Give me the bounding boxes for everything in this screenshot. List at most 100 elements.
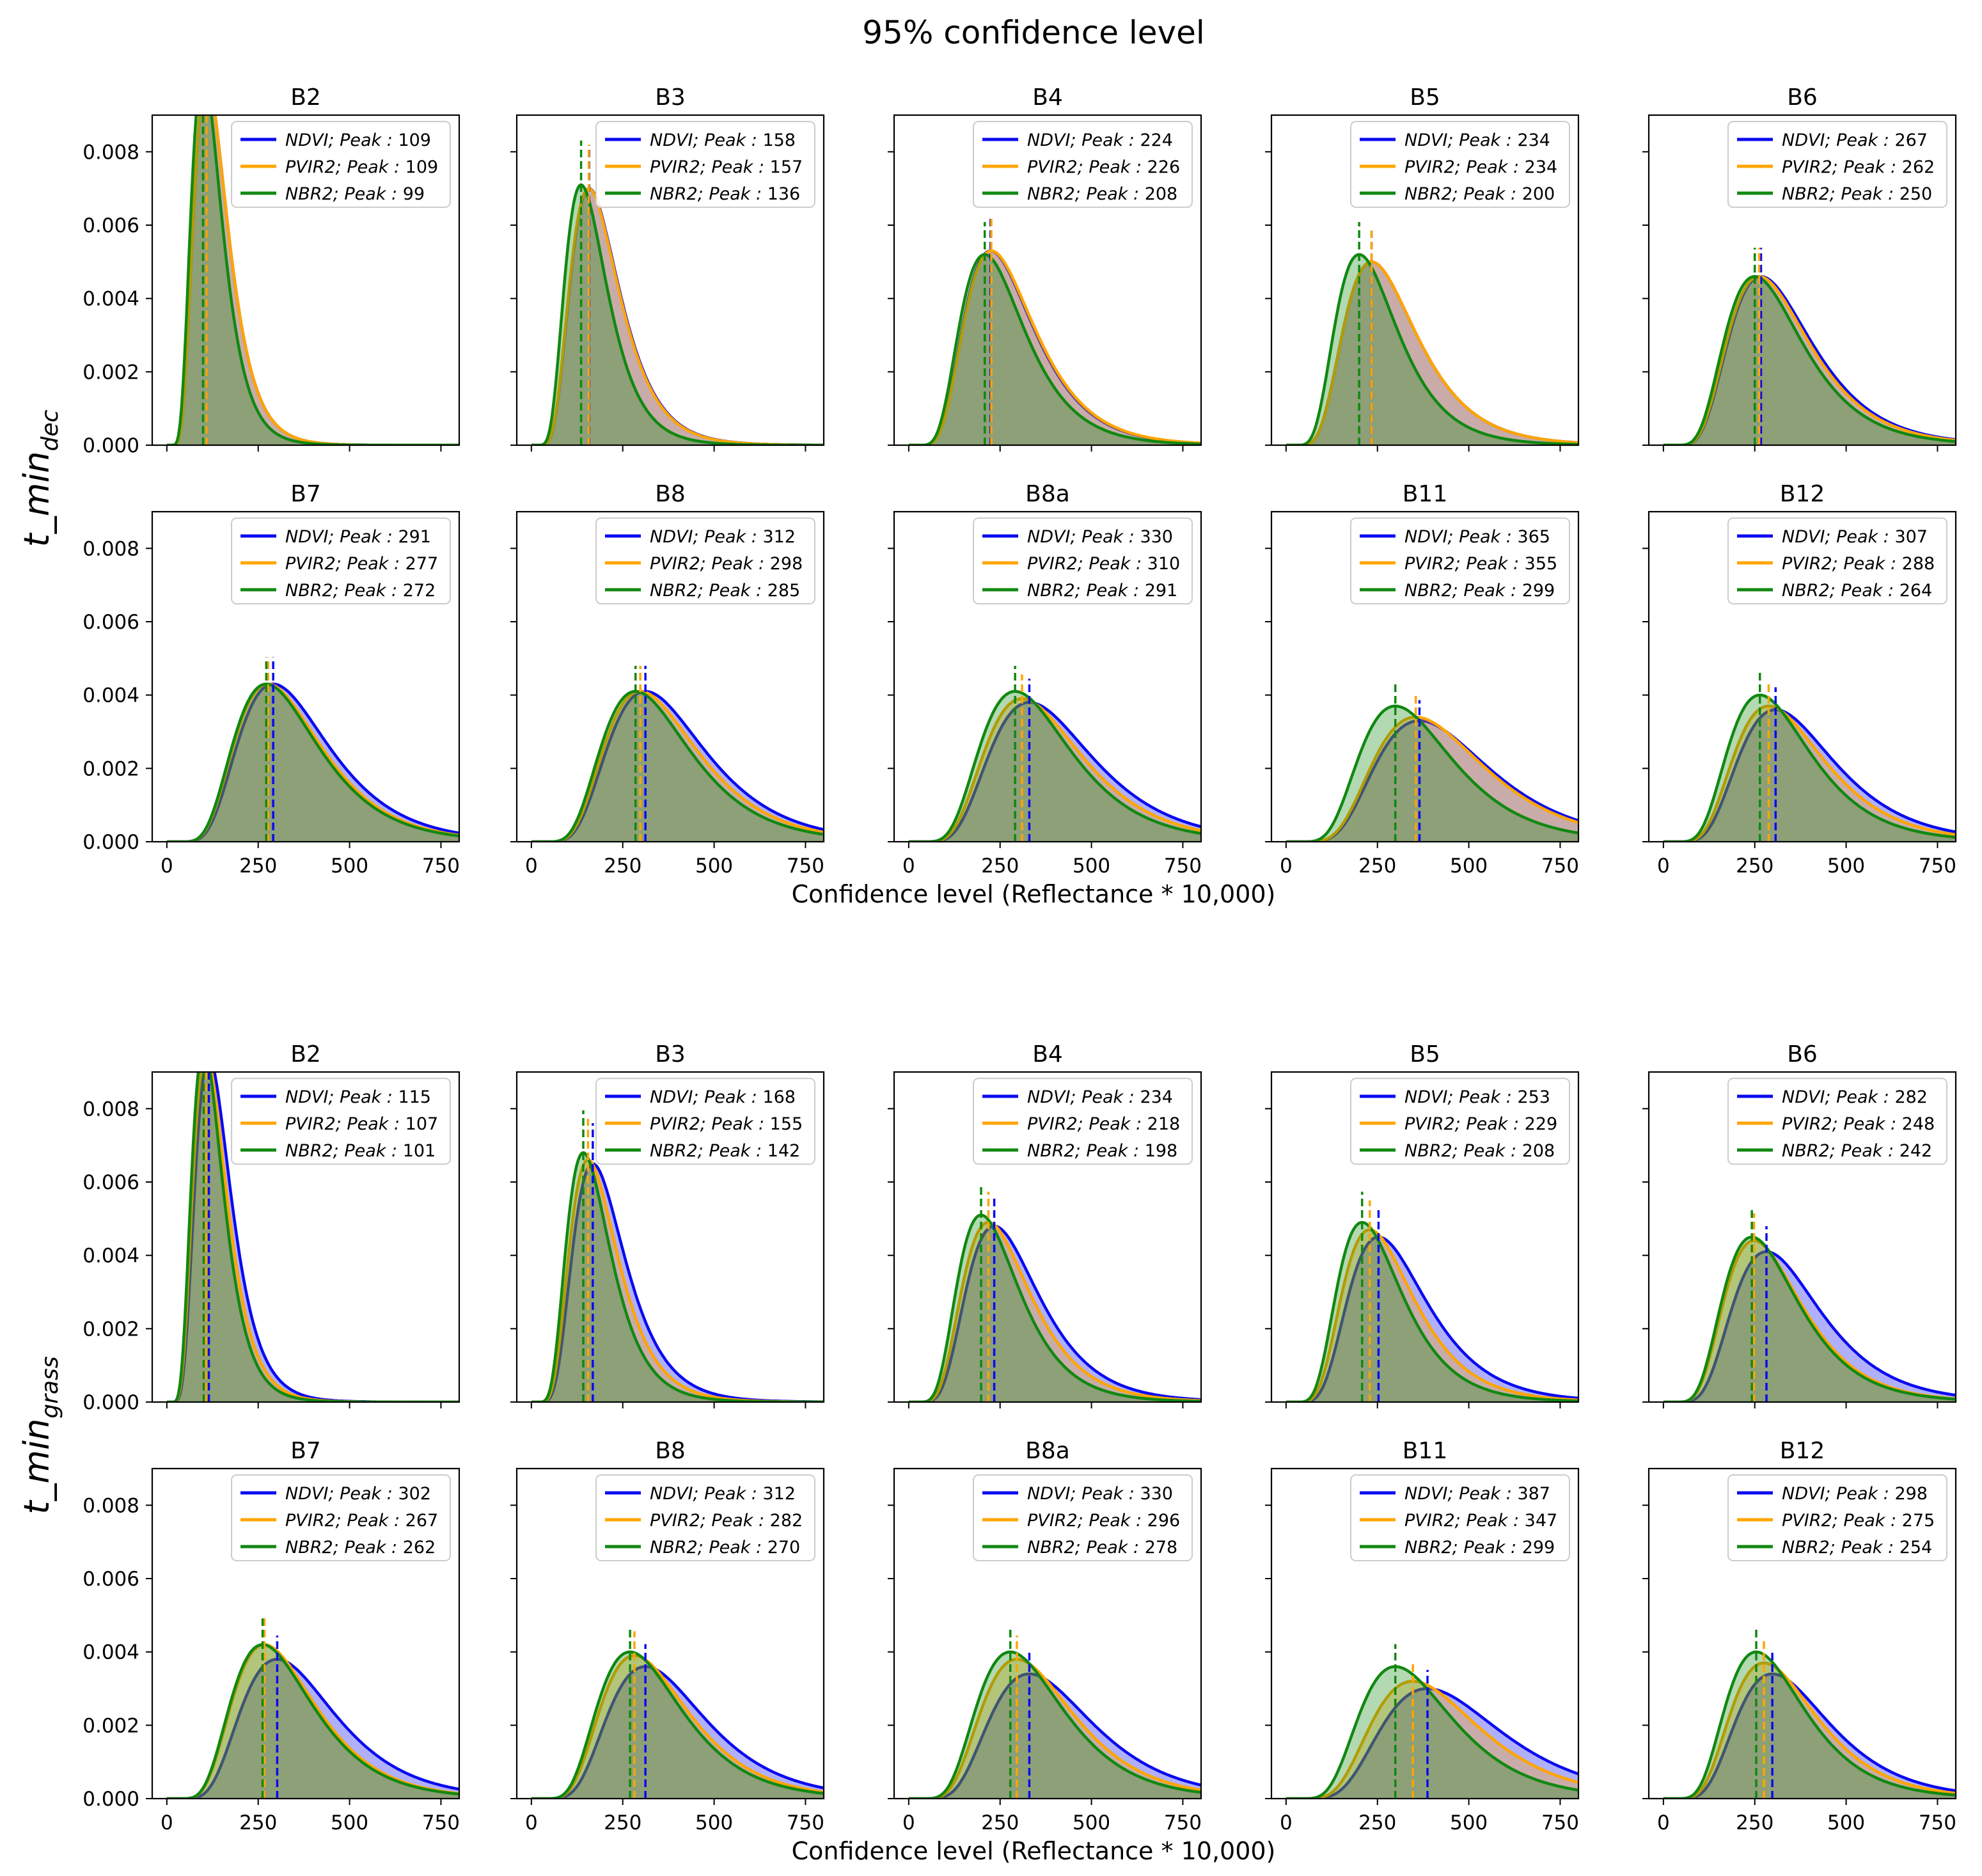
y-axis-label-subscript: grass (37, 1356, 63, 1418)
axes-frame-t_min_grass-b2 (151, 1071, 460, 1403)
axes-frame-t_min_dec-b4 (893, 114, 1202, 446)
legend-peak-value: 275 (1902, 1511, 1935, 1531)
legend-peak-value: 157 (770, 157, 803, 177)
y-tick-label: 0.008 (83, 1098, 139, 1121)
panel-t_min_grass-b11: B11 0 250 500 750 NDVI; Peak : 387 PVIR2; Peak… (1265, 1438, 1580, 1834)
legend-peak-value: 253 (1517, 1087, 1550, 1107)
x-tick-label: 0 (525, 855, 538, 878)
panel-title-t_min_grass-b2: B2 (290, 1041, 321, 1068)
legend-peak-value: 296 (1147, 1511, 1181, 1531)
plot-area-t_min_grass-b7 (166, 1618, 459, 1799)
legend-peak-value: 312 (762, 527, 796, 547)
legend-peak-value: 200 (1522, 184, 1555, 204)
series-line-pvir2-t_min_dec-b5 (1286, 260, 1578, 445)
legend-label-text: NDVI; Peak : (285, 527, 398, 547)
panel-t_min_dec-b8: B8 0 250 500 750 NDVI; Peak : 312 PVIR2; Peak … (510, 481, 825, 878)
legend-label-text: NDVI; Peak : (1404, 1484, 1517, 1504)
series-line-nbr2-t_min_grass-b12 (1663, 1650, 1956, 1799)
legend-peak-value: 291 (1145, 581, 1178, 601)
series-line-nbr2-t_min_dec-b4 (908, 253, 1201, 445)
series-line-nbr2-t_min_grass-b5 (1286, 1220, 1578, 1402)
plot-area-t_min_dec-b5 (1286, 222, 1578, 445)
legend-peak-value: 299 (1522, 1538, 1555, 1557)
legend-box (595, 121, 815, 208)
x-tick-label: 0 (161, 855, 173, 878)
legend-label-pvir2: PVIR2; Peak : 226 (1027, 157, 1180, 177)
series-line-ndvi-t_min_grass-b7 (166, 1657, 459, 1799)
panel-t_min_grass-b12: B12 0 250 500 750 NDVI; Peak : 298 PVIR2; Peak… (1642, 1438, 1957, 1834)
legend-peak-value: 262 (1902, 157, 1935, 177)
legend-label-text: NBR2; Peak : (1782, 581, 1899, 601)
y-axis-label-t_min_grass: t_mingrass (17, 1356, 63, 1514)
legend-label-ndvi: NDVI; Peak : 115 (285, 1087, 431, 1107)
legend-label-pvir2: PVIR2; Peak : 298 (650, 554, 803, 574)
series-area-ndvi-t_min_dec-b4 (908, 251, 1201, 445)
y-axis-label-main: t_min (17, 451, 57, 547)
legend-peak-value: 218 (1147, 1114, 1181, 1134)
legend-peak-value: 267 (405, 1511, 439, 1531)
x-tick-label: 500 (331, 1811, 368, 1834)
series-line-nbr2-t_min_dec-b2 (166, 115, 459, 445)
legend-label-nbr2: NBR2; Peak : 270 (650, 1538, 800, 1557)
legend-peak-value: 142 (767, 1141, 801, 1161)
panel-title-t_min_dec-b8a: B8a (1025, 481, 1070, 507)
legend-label-ndvi: NDVI; Peak : 330 (1027, 1484, 1173, 1504)
legend-label-pvir2: PVIR2; Peak : 248 (1782, 1114, 1935, 1134)
panel-title-t_min_grass-b5: B5 (1410, 1041, 1440, 1068)
panel-title-t_min_dec-b3: B3 (655, 84, 686, 111)
legend-box (973, 121, 1193, 208)
plot-area-t_min_grass-b3 (531, 1110, 824, 1402)
legend-label-pvir2: PVIR2; Peak : 157 (650, 157, 803, 177)
legend-label-text: PVIR2; Peak : (650, 1114, 770, 1134)
axes-frame-t_min_grass-b7 (151, 1467, 460, 1800)
series-line-pvir2-t_min_grass-b12 (1663, 1661, 1956, 1799)
legend-box (1350, 517, 1570, 604)
legend-label-text: NBR2; Peak : (1782, 1538, 1899, 1557)
legend-label-text: NBR2; Peak : (285, 581, 403, 601)
legend-box (1727, 517, 1947, 604)
legend-label-pvir2: PVIR2; Peak : 234 (1404, 157, 1557, 177)
series-area-ndvi-t_min_grass-b2 (166, 1072, 459, 1402)
legend-label-text: NBR2; Peak : (1027, 184, 1145, 204)
plot-area-t_min_dec-b7 (166, 657, 459, 842)
panel-title-t_min_dec-b4: B4 (1032, 84, 1063, 111)
series-area-nbr2-t_min_grass-b6 (1663, 1237, 1956, 1402)
series-line-pvir2-t_min_dec-b8a (908, 697, 1201, 842)
axes-frame-t_min_grass-b3 (515, 1071, 825, 1403)
legend-label-nbr2: NBR2; Peak : 254 (1782, 1538, 1932, 1557)
legend-label-text: NDVI; Peak : (285, 1087, 398, 1107)
x-tick-label: 250 (981, 855, 1019, 878)
legend-peak-value: 234 (1517, 130, 1550, 150)
series-line-nbr2-t_min_grass-b7 (166, 1643, 459, 1799)
y-tick-label: 0.002 (83, 1714, 139, 1737)
plot-area-t_min_grass-b8 (531, 1627, 824, 1799)
series-area-ndvi-t_min_grass-b6 (1663, 1252, 1956, 1402)
series-area-ndvi-t_min_grass-b5 (1286, 1237, 1578, 1402)
plot-area-t_min_dec-b4 (908, 217, 1201, 445)
legend-label-nbr2: NBR2; Peak : 299 (1404, 581, 1555, 601)
legend-label-nbr2: NBR2; Peak : 200 (1404, 184, 1555, 204)
series-area-ndvi-t_min_dec-b2 (166, 115, 459, 445)
y-tick-label: 0.006 (83, 611, 139, 634)
legend-peak-value: 224 (1140, 130, 1173, 150)
x-tick-label: 0 (161, 1811, 173, 1834)
legend-label-text: NDVI; Peak : (1782, 130, 1894, 150)
y-tick-label: 0.004 (83, 684, 139, 707)
panel-title-t_min_grass-b11: B11 (1403, 1438, 1448, 1464)
panel-t_min_dec-b7: B7 0.000 0.002 0.004 0.006 0.008 0 250 500 750 NDV… (83, 481, 460, 878)
series-line-nbr2-t_min_dec-b11 (1286, 704, 1578, 842)
legend-label-pvir2: PVIR2; Peak : 229 (1404, 1114, 1557, 1134)
x-tick-label: 750 (1919, 1811, 1956, 1834)
legend-peak-value: 248 (1902, 1114, 1935, 1134)
series-line-pvir2-t_min_grass-b11 (1286, 1680, 1578, 1799)
x-tick-label: 250 (604, 855, 641, 878)
series-line-ndvi-t_min_grass-b4 (908, 1224, 1201, 1402)
